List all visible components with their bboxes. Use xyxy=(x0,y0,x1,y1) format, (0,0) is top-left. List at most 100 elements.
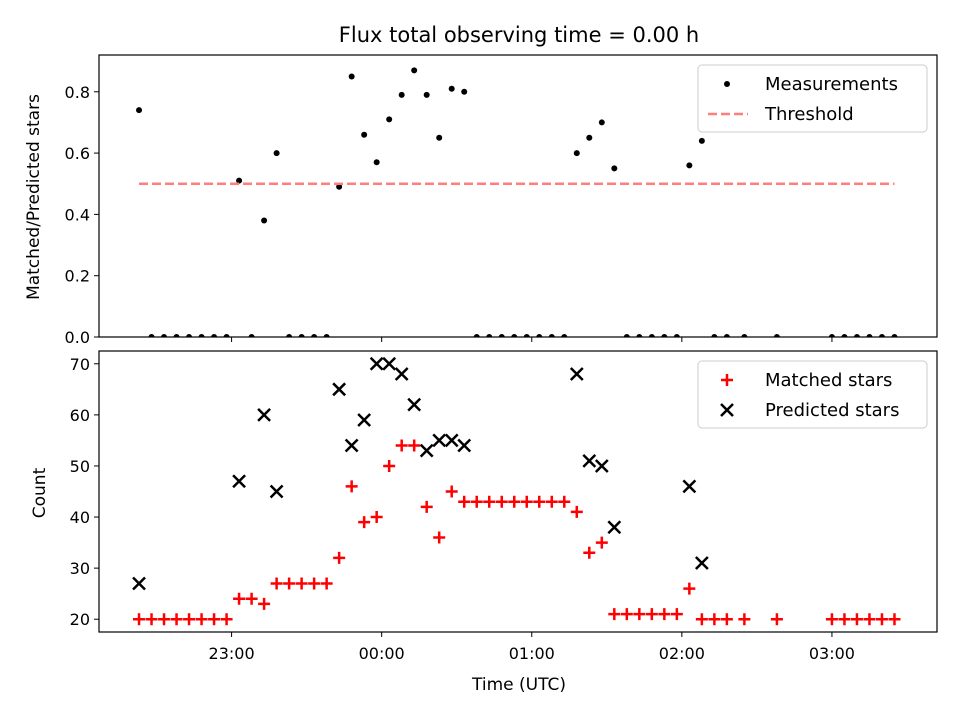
data-point xyxy=(457,438,472,453)
data-point xyxy=(841,334,848,337)
data-point xyxy=(773,334,780,337)
data-point xyxy=(853,334,860,337)
data-point xyxy=(608,608,621,621)
data-point xyxy=(344,438,359,453)
data-point xyxy=(545,495,558,508)
data-point xyxy=(233,592,246,605)
data-point xyxy=(357,413,372,427)
data-point xyxy=(195,613,208,626)
x-tick-label: 00:00 xyxy=(359,644,405,663)
legend-label: Measurements xyxy=(765,74,898,95)
data-point xyxy=(561,334,568,337)
axes-frame xyxy=(98,54,938,338)
y-tick-label: 0.4 xyxy=(65,205,90,224)
ratio-panel: 0.0 0.2 0.4 0.6 0.8 Measurements Threshold xyxy=(65,54,938,347)
data-point xyxy=(286,334,293,337)
data-point xyxy=(445,485,458,498)
counts-data xyxy=(132,356,901,626)
data-point xyxy=(536,334,543,337)
data-point xyxy=(483,495,496,508)
data-point xyxy=(633,608,646,621)
data-point xyxy=(548,334,555,337)
y-tick-label: 40 xyxy=(70,508,90,527)
data-point xyxy=(145,613,158,626)
data-point xyxy=(486,334,493,337)
data-point xyxy=(708,613,721,626)
x-axis-label: Time (UTC) xyxy=(471,675,566,695)
legend-box xyxy=(697,64,928,133)
data-point xyxy=(738,613,751,626)
data-point xyxy=(533,495,546,508)
data-point xyxy=(658,608,671,621)
data-point xyxy=(473,334,480,337)
data-point xyxy=(583,546,596,559)
data-point xyxy=(670,608,683,621)
data-point xyxy=(661,334,668,337)
data-point xyxy=(394,367,409,381)
count-panel: 20 30 40 50 60 70 23:00 00:00 01:00 02:00 03:00 Mat… xyxy=(70,350,938,663)
data-point xyxy=(395,439,408,452)
x-tick-label: 23:00 xyxy=(209,644,255,663)
data-point xyxy=(694,556,709,570)
data-point xyxy=(444,433,459,448)
data-point xyxy=(432,433,447,448)
data-point xyxy=(248,334,255,337)
data-point xyxy=(419,443,434,458)
data-point xyxy=(173,334,180,337)
data-point xyxy=(361,131,368,138)
data-point xyxy=(695,613,708,626)
data-point xyxy=(283,577,296,590)
data-point xyxy=(511,334,518,337)
data-point xyxy=(850,613,863,626)
data-point xyxy=(570,505,583,518)
data-point xyxy=(208,613,221,626)
data-point xyxy=(348,73,355,80)
data-point xyxy=(645,608,658,621)
data-point xyxy=(411,67,418,74)
data-point xyxy=(270,577,283,590)
data-point xyxy=(223,334,230,337)
data-point xyxy=(648,334,655,337)
data-point xyxy=(382,356,397,371)
legend-swatch xyxy=(721,374,733,386)
data-point xyxy=(523,334,530,337)
data-point xyxy=(332,382,347,397)
data-point xyxy=(607,520,622,535)
data-point xyxy=(398,91,405,98)
data-point xyxy=(436,134,443,141)
data-point xyxy=(458,495,471,508)
data-point xyxy=(333,551,346,564)
data-point xyxy=(673,334,680,337)
data-point xyxy=(683,582,696,595)
x-tick-label: 01:00 xyxy=(509,644,555,663)
data-point xyxy=(386,116,393,123)
data-point xyxy=(711,334,718,337)
legend-label: Matched stars xyxy=(765,370,892,391)
data-point xyxy=(136,107,143,114)
legend-swatch xyxy=(724,81,730,87)
chart-title: Flux total observing time = 0.00 h xyxy=(339,23,699,47)
data-point xyxy=(132,576,146,591)
data-point xyxy=(373,159,380,166)
data-point xyxy=(448,85,455,92)
legend: Matched stars Predicted stars xyxy=(697,360,928,429)
data-point xyxy=(161,334,168,337)
x-tick-label: 03:00 xyxy=(809,644,855,663)
data-point xyxy=(623,334,630,337)
data-point xyxy=(582,453,597,468)
data-point xyxy=(383,459,396,472)
data-point xyxy=(891,334,898,337)
data-point xyxy=(620,608,633,621)
data-point xyxy=(236,177,243,184)
top-y-axis-label: Matched/Predicted stars xyxy=(24,94,44,300)
data-point xyxy=(345,480,358,493)
data-point xyxy=(863,613,876,626)
data-point xyxy=(595,536,608,549)
data-point xyxy=(320,577,333,590)
data-point xyxy=(888,613,901,626)
data-point xyxy=(269,484,284,499)
data-point xyxy=(245,592,258,605)
data-point xyxy=(232,474,246,489)
data-point xyxy=(295,577,308,590)
